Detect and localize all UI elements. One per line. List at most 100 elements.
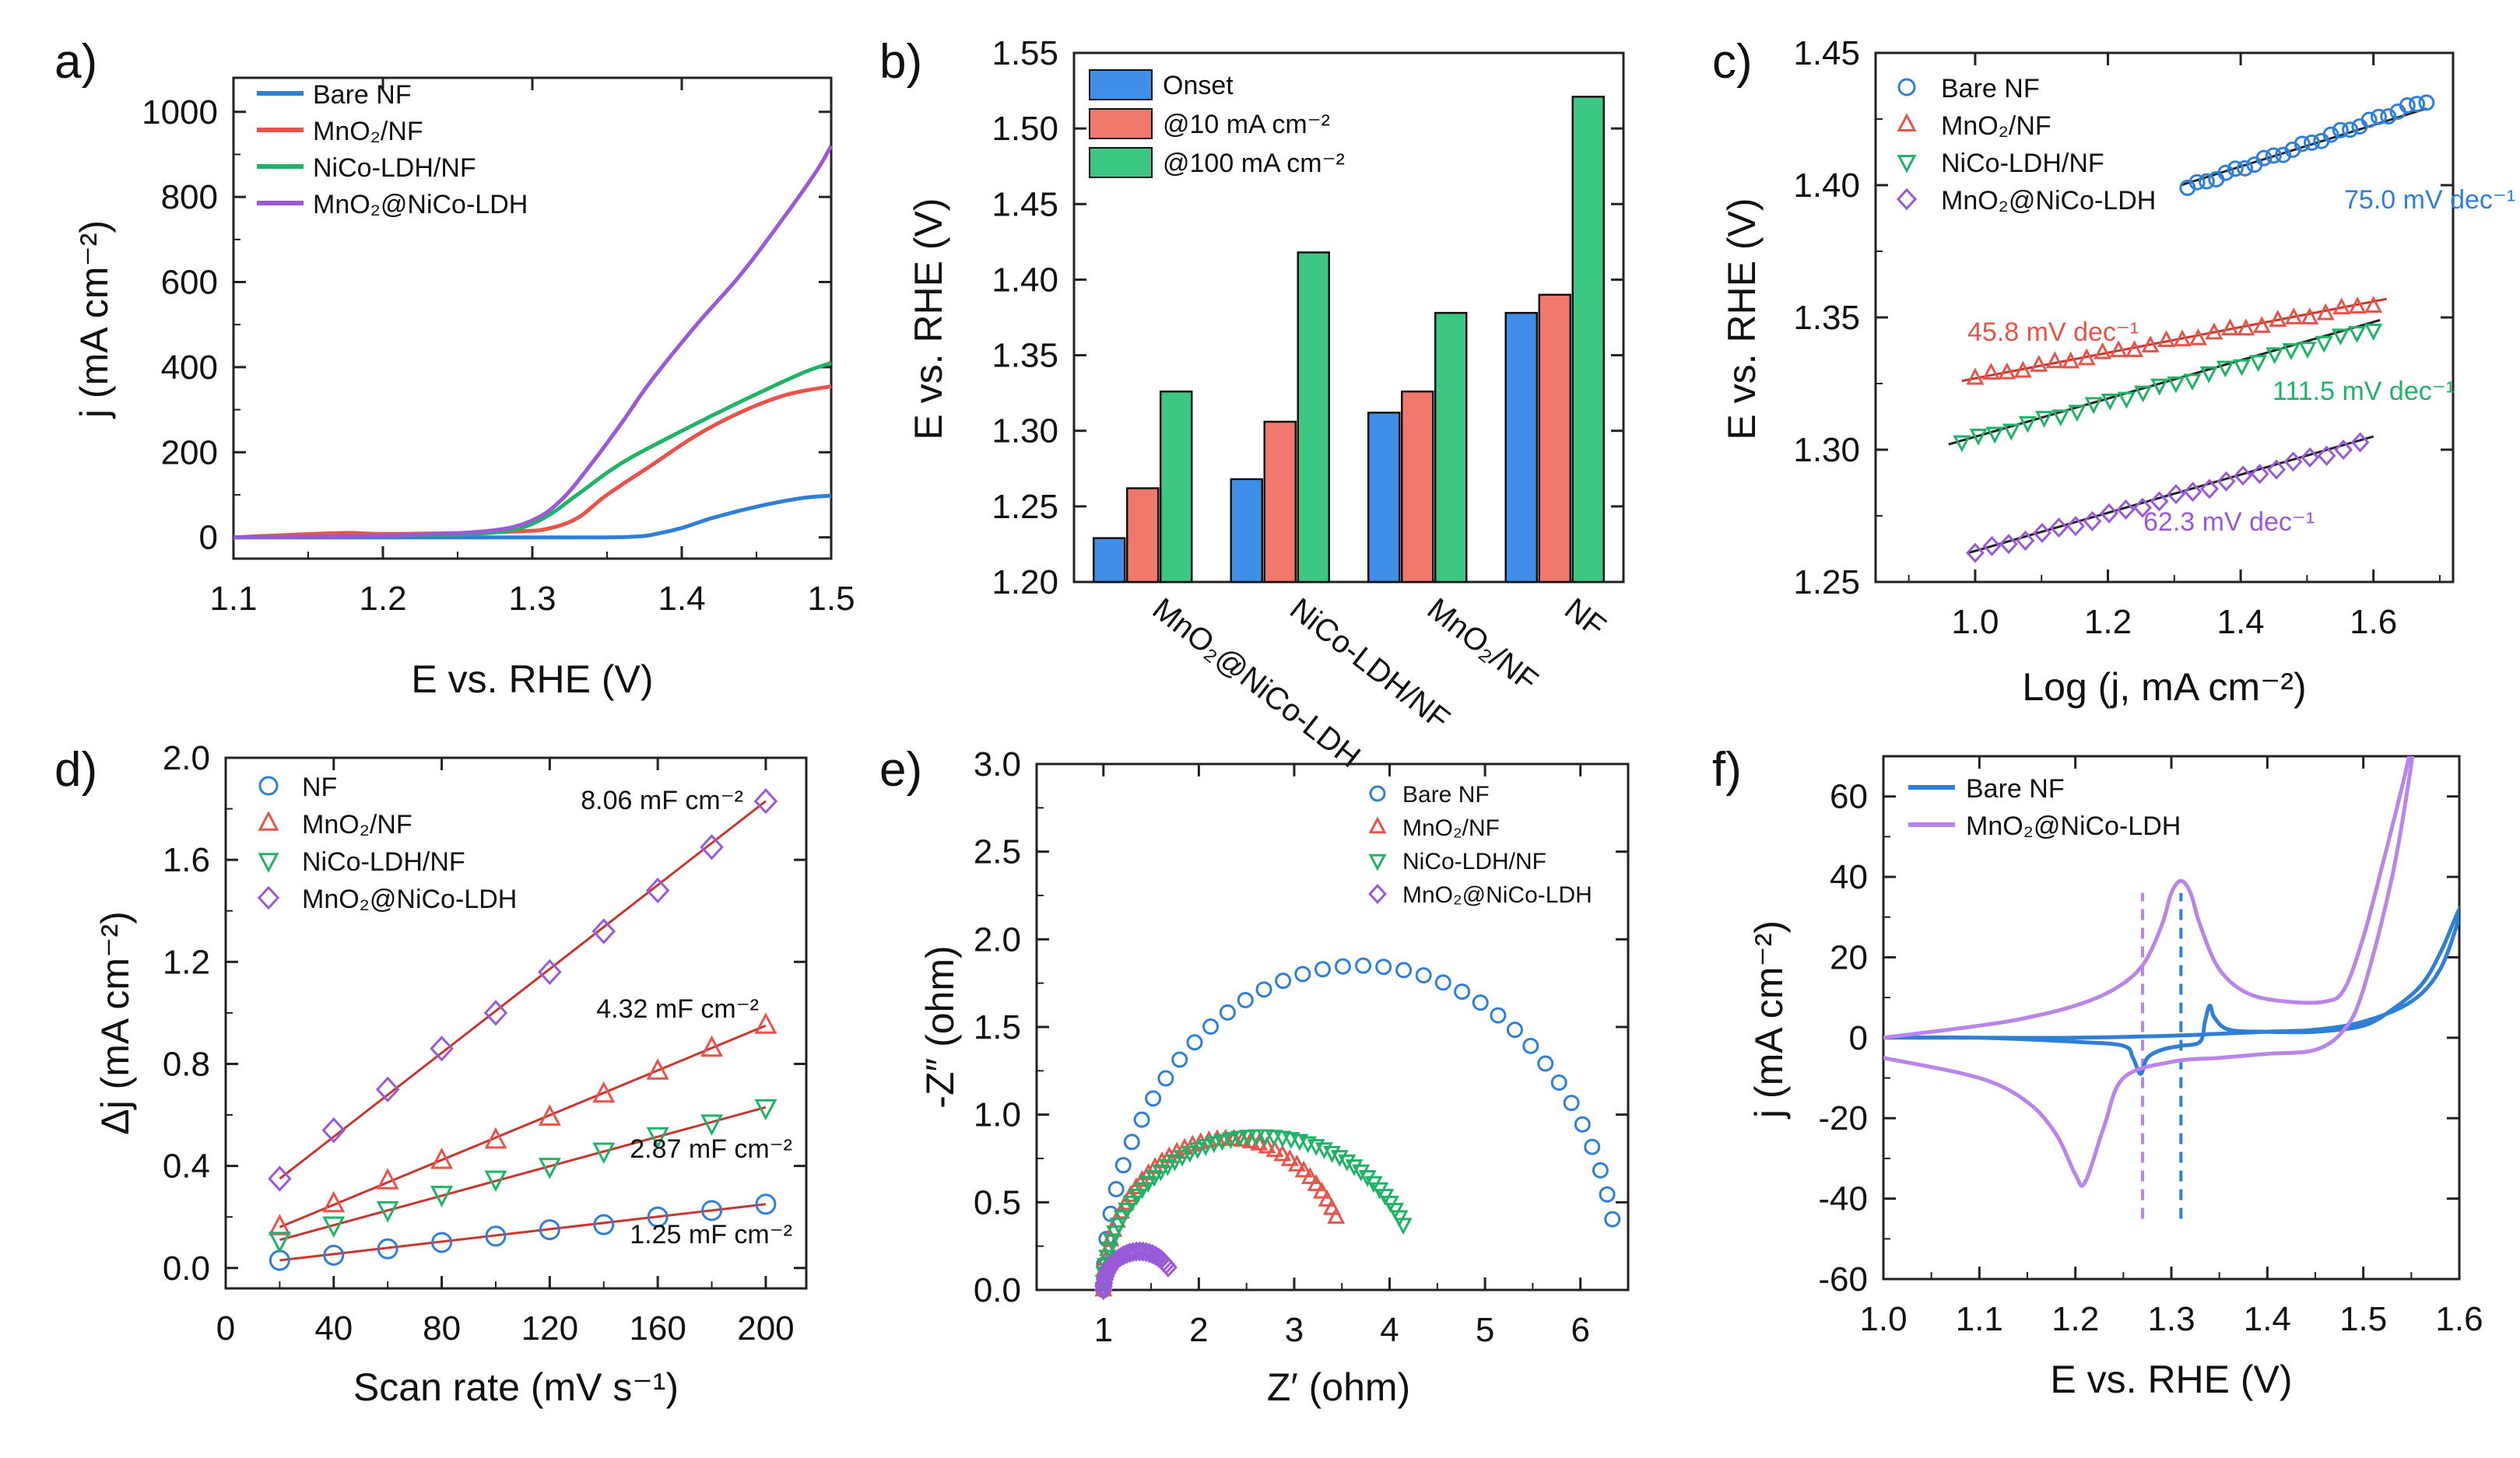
y-axis-label: E vs. RHE (V) (907, 198, 950, 440)
x-tick-label: 1.3 (508, 580, 556, 618)
data-point (1118, 1202, 1136, 1220)
data-point (1395, 962, 1413, 979)
data-point (1965, 542, 1985, 563)
data-point (2250, 464, 2269, 485)
data-point (1275, 973, 1292, 990)
data-point (2380, 108, 2397, 125)
bar-bar_blue (1093, 537, 1126, 584)
data-point (1221, 1132, 1240, 1149)
legend-swatch (1089, 108, 1153, 139)
y-tick-label: 20 (1830, 938, 1868, 976)
data-point (1123, 1134, 1140, 1151)
data-point (322, 1216, 346, 1239)
category-label: MnO₂/NF (1421, 591, 1544, 698)
y-tick-label: 1.45 (992, 185, 1058, 223)
data-point (1522, 1037, 1539, 1054)
legend-label: MnO₂/NF (1402, 815, 1500, 841)
data-point (2350, 432, 2370, 453)
fit-line (279, 800, 767, 1180)
bar-bar_blue (1504, 311, 1538, 584)
bar-bar_red (1126, 487, 1160, 584)
data-point (646, 1127, 669, 1149)
x-axis-label: E vs. RHE (V) (2050, 1358, 2292, 1401)
legend-label: MnO₂/NF (302, 810, 412, 839)
data-point (2370, 108, 2387, 125)
bar-bar_blue (1367, 412, 1401, 584)
y-tick-label: 0.4 (163, 1148, 210, 1186)
data-point (1157, 1070, 1174, 1087)
fit-line (279, 1203, 767, 1262)
y-tick-label: 1.0 (974, 1096, 1021, 1134)
data-point (430, 1186, 454, 1207)
data-point (1307, 1174, 1325, 1191)
data-point (2317, 445, 2336, 466)
data-point (2002, 423, 2020, 441)
data-point (1265, 1140, 1284, 1158)
y-tick-label: 1.6 (163, 841, 210, 879)
data-point (1969, 429, 1988, 446)
data-point (2282, 343, 2301, 360)
x-tick-label: 1.4 (658, 580, 705, 618)
data-point (1122, 1195, 1141, 1213)
slope-label: 4.32 mF cm⁻² (596, 994, 759, 1024)
y-tick-label: 40 (1830, 858, 1868, 896)
data-point (646, 1058, 669, 1080)
panel-a: 1.1 1.2 1.3 1.4 1.5 0 200 400 600 800 1000 Bare NF M… (54, 35, 855, 701)
legend-marker (1897, 113, 1917, 131)
legend-label: MnO₂/NF (1941, 111, 2051, 141)
data-point (2322, 126, 2339, 143)
data-point (1998, 362, 2016, 380)
y-tick-label: 800 (161, 178, 218, 216)
data-point (2051, 409, 2070, 427)
data-point (1133, 1111, 1150, 1128)
data-point (647, 1206, 669, 1228)
data-point (2364, 296, 2383, 313)
y-tick-label: 1.40 (1793, 166, 1860, 205)
data-point (484, 1127, 507, 1149)
x-tick-label: 3 (1285, 1311, 1304, 1349)
x-tick-label: 1.4 (2244, 1300, 2291, 1338)
legend-marker (1896, 188, 1918, 211)
data-point (2030, 355, 2048, 372)
data-point (1116, 1193, 1135, 1211)
data-point (754, 1099, 777, 1121)
bar-bar_red (1401, 390, 1434, 584)
data-point (1415, 967, 1432, 984)
fit-line (279, 1024, 767, 1228)
data-point (1323, 1145, 1342, 1163)
curve-red (233, 384, 832, 540)
data-point (1490, 1007, 1507, 1024)
data-point (2348, 296, 2367, 314)
data-point (485, 1225, 507, 1247)
legend-marker (1369, 785, 1386, 802)
y-tick-label: 0.5 (974, 1183, 1021, 1221)
data-point (1454, 983, 1471, 1001)
data-point (1139, 1176, 1157, 1193)
data-point (2364, 324, 2383, 341)
slope-label: 8.06 mF cm⁻² (581, 786, 743, 815)
slope-label: 62.3 mV dec⁻¹ (2143, 507, 2315, 537)
data-point (376, 1200, 399, 1223)
data-point (1592, 1162, 1609, 1179)
data-point (1345, 1159, 1364, 1176)
data-point (2199, 366, 2218, 384)
y-tick-label: 0.8 (163, 1045, 210, 1083)
data-point (1230, 1130, 1248, 1148)
bar-bar_green (1434, 311, 1468, 584)
data-point (1173, 1149, 1192, 1167)
data-point (2109, 340, 2128, 358)
data-point (1550, 1074, 1567, 1091)
data-point (2334, 440, 2353, 461)
data-point (2013, 360, 2032, 378)
y-tick-label: 1.35 (992, 337, 1058, 375)
data-point (1537, 1055, 1554, 1072)
data-point (2301, 447, 2320, 468)
data-point (538, 959, 562, 986)
data-point (2342, 121, 2359, 138)
y-tick-label: 0 (199, 519, 218, 557)
data-point (375, 1076, 400, 1102)
y-tick-label: 2.0 (974, 920, 1021, 959)
cv-curve-blue (1883, 905, 2459, 1076)
data-point (753, 788, 778, 815)
